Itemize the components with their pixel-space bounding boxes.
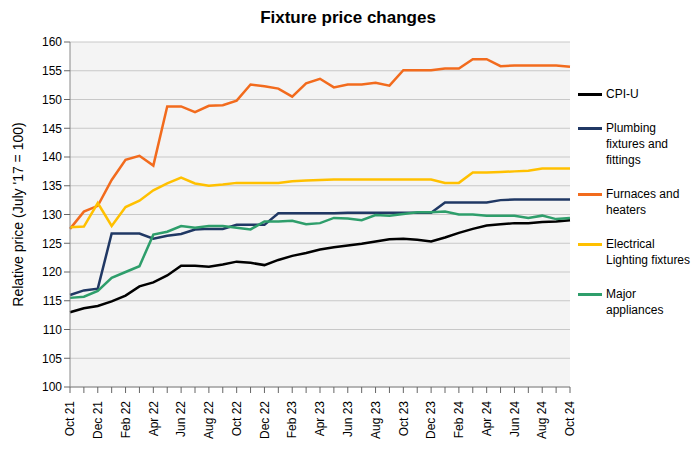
svg-text:Aug 22: Aug 22 — [202, 401, 216, 439]
svg-text:Aug 23: Aug 23 — [369, 401, 383, 439]
svg-text:Oct 24: Oct 24 — [563, 401, 575, 437]
svg-text:Apr 22: Apr 22 — [147, 401, 161, 437]
svg-text:Jun 22: Jun 22 — [174, 401, 188, 437]
svg-text:130: 130 — [42, 208, 62, 222]
svg-text:155: 155 — [42, 64, 62, 78]
svg-text:Relative price (July '17 = 100: Relative price (July '17 = 100) — [10, 122, 26, 306]
svg-text:Jun 24: Jun 24 — [508, 401, 522, 437]
svg-text:Dec 21: Dec 21 — [91, 401, 105, 439]
svg-text:120: 120 — [42, 265, 62, 279]
html-text:Furnaces and heaters: Furnaces and heaters — [606, 187, 680, 217]
svg-text:110: 110 — [43, 323, 62, 337]
svg-text:145: 145 — [42, 122, 62, 136]
svg-text:Dec 22: Dec 22 — [258, 401, 272, 439]
svg-text:160: 160 — [42, 35, 62, 49]
svg-text:Dec 23: Dec 23 — [424, 401, 438, 439]
svg-text:Oct 21: Oct 21 — [63, 401, 77, 437]
html-text:Fixture price changes: Fixture price changes — [260, 8, 436, 27]
html-text:Electrical Lighting fixtures: Electrical Lighting fixtures — [606, 237, 690, 267]
svg-text:Aug 24: Aug 24 — [535, 401, 549, 439]
svg-text:135: 135 — [42, 179, 62, 193]
svg-text:Apr 23: Apr 23 — [313, 401, 327, 437]
svg-text:125: 125 — [42, 237, 62, 251]
svg-text:100: 100 — [42, 380, 62, 394]
svg-text:Apr 24: Apr 24 — [480, 401, 494, 437]
svg-text:150: 150 — [42, 93, 62, 107]
svg-text:Feb 22: Feb 22 — [119, 401, 133, 439]
html-text:CPI-U: CPI-U — [606, 87, 639, 101]
svg-text:Feb 23: Feb 23 — [285, 401, 299, 439]
svg-text:Oct 22: Oct 22 — [230, 401, 244, 437]
svg-text:105: 105 — [42, 352, 62, 366]
svg-text:140: 140 — [42, 150, 62, 164]
svg-text:Oct 23: Oct 23 — [397, 401, 411, 437]
svg-text:115: 115 — [43, 294, 62, 308]
svg-text:Jun 23: Jun 23 — [341, 401, 355, 437]
svg-text:Feb 24: Feb 24 — [452, 401, 466, 439]
html-text:Plumbing fixtures and fittings: Plumbing fixtures and fittings — [606, 121, 668, 167]
html-text:Major appliances: Major appliances — [606, 287, 664, 317]
